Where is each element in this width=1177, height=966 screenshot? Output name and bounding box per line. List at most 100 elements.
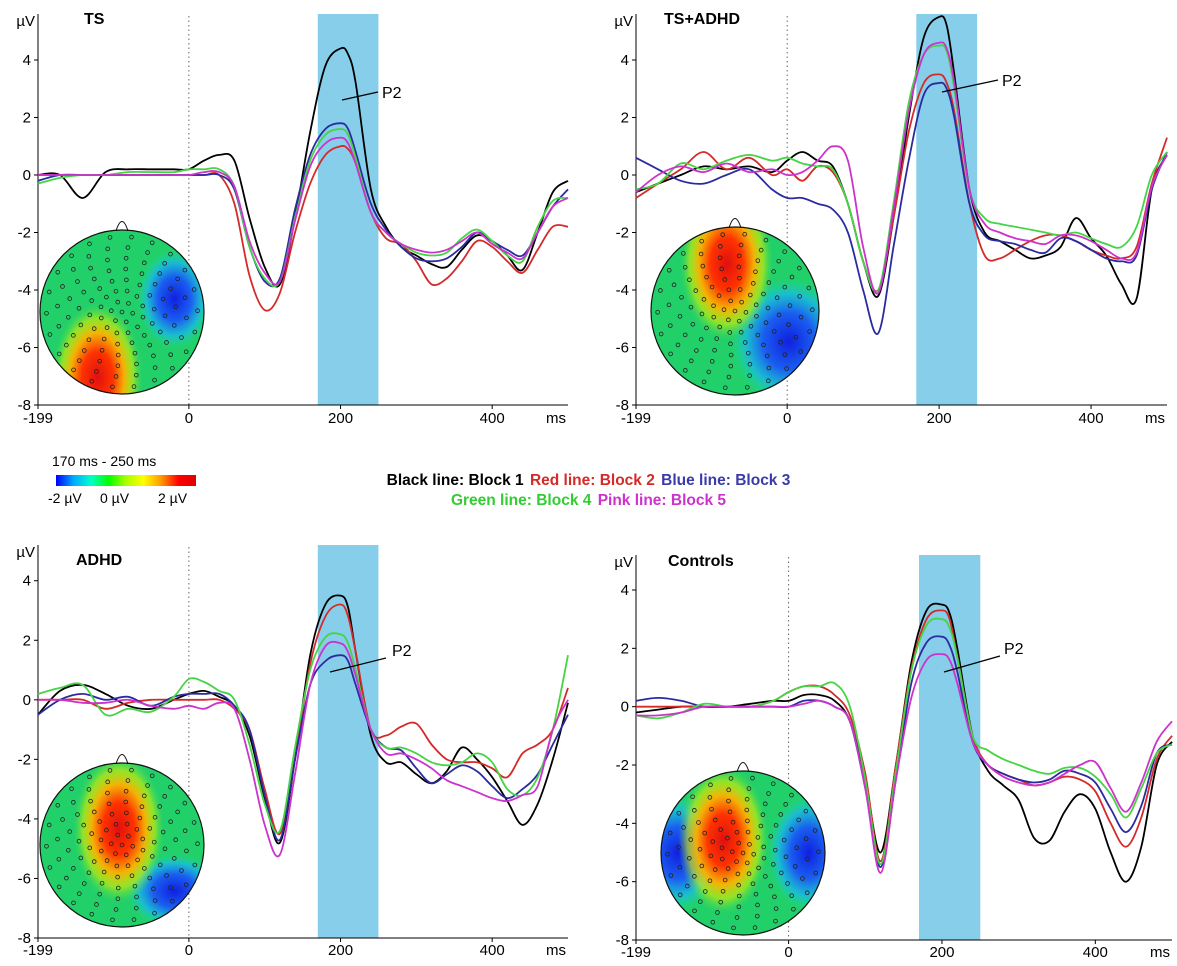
y-tick-label: -4: [18, 811, 31, 828]
electrode: [736, 840, 742, 846]
series-line-block-3: [37, 654, 569, 842]
electrode: [114, 330, 120, 336]
y-tick-label: 0: [621, 167, 629, 184]
electrode: [67, 296, 73, 301]
electrode: [696, 820, 701, 825]
y-tick-label: 2: [23, 110, 31, 127]
electrode: [87, 845, 93, 851]
electrode: [682, 332, 688, 338]
electrode: [67, 829, 73, 834]
legend-block-2: Red line: Block 2: [529, 472, 655, 489]
x-tick-label: 0: [185, 942, 193, 959]
electrode: [168, 784, 173, 790]
y-tick-label: -4: [616, 815, 629, 832]
electrode: [766, 365, 772, 371]
electrode: [776, 312, 782, 318]
electrode: [690, 321, 696, 327]
electrode: [718, 899, 724, 905]
electrode: [758, 823, 764, 829]
electrode: [725, 835, 730, 841]
electrode: [97, 358, 103, 364]
y-tick-label: 0: [621, 699, 629, 716]
electrode: [125, 330, 131, 336]
electrode: [131, 384, 137, 389]
electrode: [793, 334, 799, 340]
electrode: [86, 870, 92, 876]
electrode: [113, 907, 119, 912]
electrode: [726, 798, 731, 804]
x-axis-label: ms: [1150, 944, 1170, 961]
y-tick-label: 4: [621, 582, 629, 599]
electrode: [658, 331, 664, 337]
electrode: [687, 855, 692, 861]
electrode: [803, 836, 809, 842]
electrode: [744, 860, 750, 866]
legend-block-4: Green line: Block 4: [450, 492, 592, 509]
electrode: [134, 827, 140, 832]
electrode: [737, 287, 743, 292]
electrode: [98, 315, 104, 321]
electrode: [726, 317, 731, 323]
y-tick-label: 4: [23, 573, 31, 590]
electrode: [182, 800, 188, 806]
y-tick-label: -2: [18, 751, 31, 768]
electrode: [55, 269, 61, 275]
y-tick-label: 0: [23, 692, 31, 709]
x-tick-label: -199: [621, 944, 651, 961]
electrode: [97, 891, 103, 897]
p2-window-band: [317, 545, 379, 938]
electrode: [149, 773, 155, 779]
electrode: [119, 842, 125, 848]
electrode: [747, 292, 753, 298]
electrode: [727, 809, 733, 815]
electrode: [89, 831, 95, 836]
series-line-block-3: [635, 81, 1168, 335]
electrode: [722, 385, 728, 391]
electrode: [78, 322, 84, 328]
y-tick-label: 0: [23, 167, 31, 184]
electrode: [109, 811, 115, 817]
electrode: [86, 787, 92, 792]
electrode: [668, 351, 673, 357]
electrode: [717, 324, 723, 330]
electrode: [734, 915, 740, 920]
electrode: [701, 297, 707, 302]
electrode: [755, 332, 761, 338]
electrode: [681, 825, 686, 830]
electrode: [682, 264, 688, 270]
electrode: [81, 822, 87, 828]
electrode: [195, 841, 200, 847]
electrode: [805, 856, 810, 862]
electrode: [690, 794, 695, 800]
electrode: [44, 843, 49, 849]
electrode: [75, 812, 80, 817]
erp-panel-3: -8 -6 -4 -2 0 2 4 -199 0 200 400 µV ms ADHD P2: [16, 544, 569, 959]
y-tick-label: -8: [616, 932, 629, 949]
electrode: [149, 240, 155, 246]
x-tick-label: -199: [23, 410, 53, 427]
electrode: [171, 856, 177, 861]
electrode: [133, 372, 139, 378]
electrode: [666, 302, 672, 308]
electrode: [162, 846, 168, 852]
nose-icon: [728, 218, 742, 229]
electrode: [770, 781, 776, 787]
electrode: [736, 893, 742, 899]
electrode: [152, 814, 158, 820]
electrode: [81, 348, 87, 353]
series-line-block-5: [38, 136, 569, 286]
electrode: [173, 837, 178, 843]
electrode: [743, 310, 749, 315]
electrode: [707, 878, 713, 884]
series-line-block-4: [635, 617, 1173, 866]
y-tick-label: 2: [621, 640, 629, 657]
electrode: [666, 267, 672, 273]
electrode: [754, 313, 759, 319]
electrode: [113, 821, 119, 827]
electrode: [668, 323, 673, 328]
electrode: [717, 255, 723, 261]
electrode: [164, 873, 169, 878]
p2-annotation: P2: [392, 643, 412, 660]
electrode: [147, 875, 153, 881]
